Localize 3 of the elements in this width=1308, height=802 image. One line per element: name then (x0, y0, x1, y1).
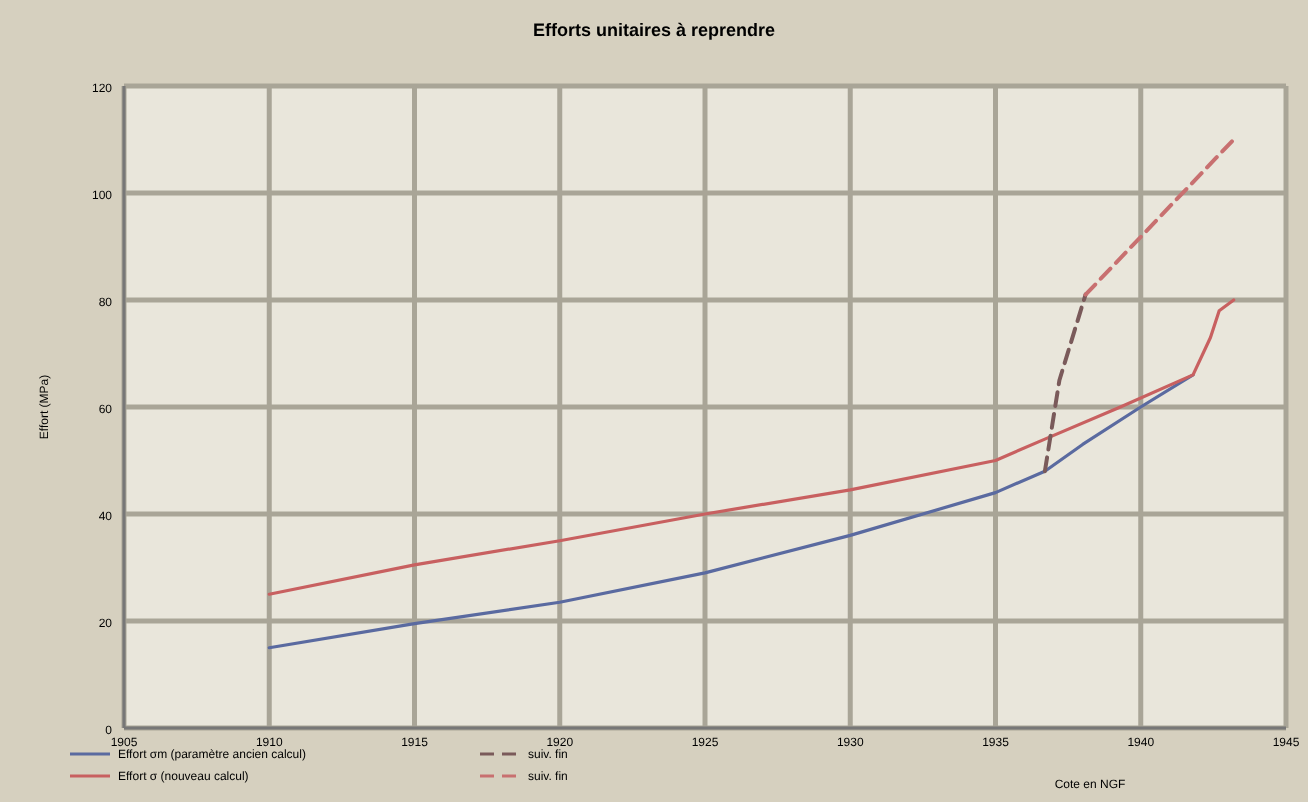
line-series (267, 373, 1195, 650)
chart-title: Efforts unitaires à reprendre (532, 20, 776, 40)
line-series (267, 298, 1236, 596)
